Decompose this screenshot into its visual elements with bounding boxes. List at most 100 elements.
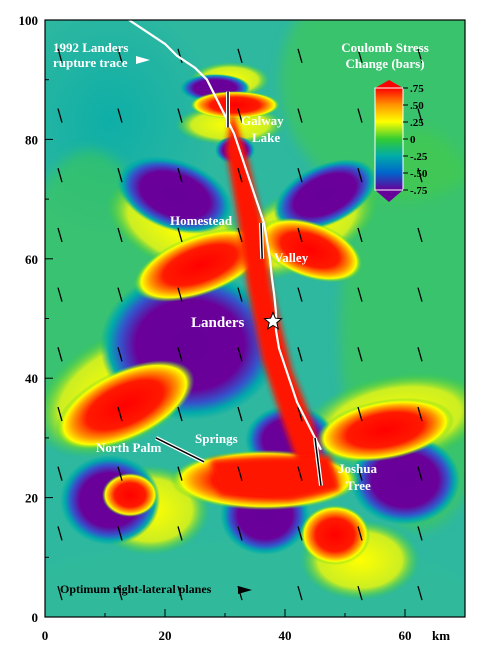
optimum-plane-tick: [57, 108, 63, 123]
optimum-plane-tick: [297, 48, 303, 63]
optimum-plane-tick: [237, 108, 243, 123]
x-tick-label: 60: [399, 628, 412, 643]
optimum-plane-tick: [357, 526, 363, 541]
optimum-plane-tick: [417, 526, 423, 541]
x-tick-labels: 0 20 40 60: [42, 628, 412, 643]
optimum-plane-tick: [357, 168, 363, 183]
colorbar-labels: .75 .50 .25 0 -.25 -.50 -.75: [403, 83, 428, 197]
x-tick-label: 0: [42, 628, 49, 643]
optimum-plane-tick: [177, 526, 183, 541]
optimum-plane-tick: [297, 227, 303, 243]
fault-segment: [260, 222, 263, 259]
optimum-plane-tick: [417, 585, 423, 601]
optimum-plane-tick: [57, 287, 63, 302]
label-rupture-line1: 1992 Landers: [53, 40, 128, 55]
label-homestead: Homestead: [170, 213, 233, 228]
optimum-plane-tick: [177, 347, 183, 362]
label-valley: Valley: [274, 250, 309, 265]
optimum-plane-tick: [357, 585, 363, 601]
x-tick-label: 40: [279, 628, 292, 643]
y-tick-label: 80: [25, 132, 38, 147]
colorbar-title-line2: Change (bars): [345, 56, 424, 71]
label-galway-2: Lake: [252, 130, 280, 145]
rupture-arrow-icon: [136, 56, 150, 64]
optimum-plane-tick: [417, 227, 423, 243]
optimum-plane-tick: [117, 108, 123, 123]
optimum-plane-tick: [57, 406, 63, 422]
label-landers: Landers: [191, 315, 245, 331]
optimum-plane-tick: [117, 585, 123, 601]
optimum-plane-tick: [237, 466, 243, 481]
optimum-plane-tick: [297, 406, 303, 422]
y-tick-label: 100: [19, 13, 39, 28]
optimum-plane-tick: [57, 168, 63, 183]
fault-segments: [155, 91, 323, 486]
label-galway-1: Galway: [241, 113, 284, 128]
optimum-plane-tick: [417, 168, 423, 183]
optimum-plane-tick: [57, 466, 63, 481]
label-joshua-2: Tree: [346, 478, 371, 493]
optimum-plane-tick: [57, 227, 63, 243]
optimum-plane-tick: [117, 526, 123, 541]
optimum-plane-tick: [297, 108, 303, 123]
fault-segment: [314, 437, 322, 486]
optimum-plane-tick: [237, 347, 243, 362]
y-tick-label: 40: [25, 371, 38, 386]
optimum-plane-tick: [57, 585, 63, 601]
colorbar-tick-label: 0: [410, 134, 416, 146]
colorbar-tick-label: .75: [410, 83, 424, 95]
x-unit-label: km: [432, 628, 450, 643]
optimum-plane-tick: [417, 287, 423, 302]
optimum-plane-tick: [57, 526, 63, 541]
optimum-plane-tick: [417, 108, 423, 123]
colorbar: [374, 80, 404, 202]
colorbar-title-line1: Coulomb Stress: [341, 40, 429, 55]
y-tick-label: 0: [32, 610, 39, 625]
label-rupture-line2: rupture trace: [53, 55, 128, 70]
optimum-plane-tick: [417, 406, 423, 422]
optimum-plane-tick: [417, 347, 423, 362]
optimum-plane-tick: [237, 526, 243, 541]
y-tick-label: 60: [25, 252, 38, 267]
optimum-plane-tick: [357, 227, 363, 243]
optimum-plane-tick: [297, 287, 303, 302]
optimum-plane-tick: [117, 168, 123, 183]
optimum-plane-tick: [297, 526, 303, 541]
optimum-plane-tick: [117, 227, 123, 243]
optimum-plane-tick: [237, 227, 243, 243]
optimum-plane-tick: [117, 347, 123, 362]
y-tick-label: 20: [25, 491, 38, 506]
optimum-plane-tick: [357, 108, 363, 123]
optimum-plane-tick: [177, 108, 183, 123]
optimum-plane-tick: [117, 48, 123, 63]
epicenter-star-icon: [263, 311, 283, 330]
optimum-plane-tick: [237, 287, 243, 302]
optimum-plane-tick: [237, 168, 243, 183]
y-tick-labels: 0 20 40 60 80 100: [19, 13, 39, 625]
optimum-plane-tick: [297, 347, 303, 362]
optimum-plane-tick: [357, 406, 363, 422]
optimum-plane-tick: [177, 227, 183, 243]
optimum-plane-tick: [117, 406, 123, 422]
colorbar-tick-label: -.75: [410, 185, 428, 197]
optimum-plane-tick: [177, 287, 183, 302]
label-springs: Springs: [195, 431, 238, 446]
rupture-trace-line: [128, 19, 322, 451]
optimum-plane-tick: [357, 466, 363, 481]
optimum-plane-tick: [117, 287, 123, 302]
optimum-plane-tick: [177, 466, 183, 481]
colorbar-tick-label: .50: [410, 100, 424, 112]
label-joshua-1: Joshua: [338, 461, 378, 476]
optimum-plane-tick: [297, 168, 303, 183]
axis-ticks: [44, 19, 406, 618]
optimum-plane-tick: [237, 48, 243, 63]
optimum-plane-tick: [177, 48, 183, 63]
optimum-plane-tick: [417, 48, 423, 63]
optimum-plane-tick: [237, 406, 243, 422]
fault-segment: [155, 437, 205, 463]
optimum-plane-tick: [177, 168, 183, 183]
label-north-palm: North Palm: [96, 440, 162, 455]
colorbar-tick-label: .25: [410, 117, 424, 129]
optimum-plane-tick: [357, 48, 363, 63]
